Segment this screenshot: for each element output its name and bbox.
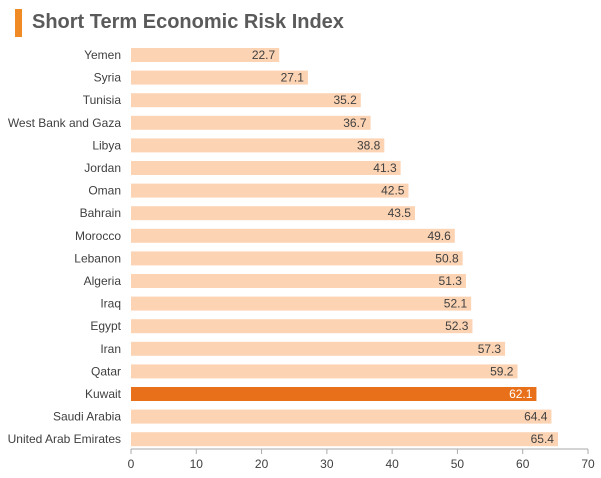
- data-label: 59.2: [490, 364, 514, 378]
- x-tick-label: 20: [255, 457, 269, 471]
- category-label: Oman: [88, 184, 121, 198]
- data-label: 52.3: [445, 319, 469, 333]
- x-tick-label: 30: [320, 457, 334, 471]
- data-label: 42.5: [381, 184, 405, 198]
- category-label: Iran: [100, 342, 121, 356]
- category-label: Egypt: [90, 319, 121, 333]
- bar-tunisia: [131, 93, 361, 108]
- data-label: 49.6: [427, 229, 451, 243]
- bar-kuwait: [131, 387, 537, 401]
- x-tick-label: 60: [516, 457, 530, 471]
- title-accent-bar: [15, 9, 22, 37]
- data-label: 65.4: [531, 432, 555, 446]
- chart-title: Short Term Economic Risk Index: [32, 11, 344, 33]
- data-label: 35.2: [333, 93, 357, 107]
- bar-iraq: [131, 296, 472, 311]
- category-label: Algeria: [84, 274, 122, 288]
- bar-saudi-arabia: [131, 409, 552, 424]
- category-labels: Yemen Syria Tunisia West Bank and Gaza Libya…: [8, 48, 122, 446]
- data-label: 52.1: [444, 297, 468, 311]
- bar-bahrain: [131, 206, 415, 221]
- x-tick-label: 70: [581, 457, 595, 471]
- value-labels: 22.7 27.1 35.2 36.7 38.8 41.3 42.5 43.5 49.6 50.8…: [252, 48, 554, 446]
- x-axis-ticks: 0 10 20 30 40 50 60 70: [128, 449, 595, 471]
- bar-west-bank-and-gaza: [131, 115, 371, 130]
- bar-egypt: [131, 319, 473, 334]
- category-label: Qatar: [91, 364, 121, 378]
- data-label: 57.3: [478, 342, 502, 356]
- bar-jordan: [131, 161, 401, 175]
- category-label: Jordan: [84, 161, 121, 175]
- bars-group: [131, 48, 558, 447]
- data-label: 43.5: [388, 206, 412, 220]
- category-label: Syria: [94, 71, 122, 85]
- category-label: Morocco: [75, 229, 121, 243]
- x-tick-label: 0: [128, 457, 135, 471]
- category-label: Yemen: [84, 48, 121, 62]
- bar-qatar: [131, 364, 518, 379]
- category-label: Iraq: [100, 297, 121, 311]
- bar-libya: [131, 138, 385, 153]
- bar-algeria: [131, 274, 466, 288]
- x-tick-label: 50: [451, 457, 465, 471]
- data-label: 51.3: [439, 274, 463, 288]
- bar-united-arab-emirates: [131, 432, 558, 447]
- category-label: United Arab Emirates: [8, 432, 121, 446]
- data-label: 41.3: [373, 161, 397, 175]
- category-label: Saudi Arabia: [53, 410, 121, 424]
- data-label: 38.8: [357, 138, 381, 152]
- data-label: 50.8: [435, 251, 459, 265]
- data-label: 64.4: [524, 410, 548, 424]
- category-label: West Bank and Gaza: [8, 116, 122, 130]
- category-label: Kuwait: [85, 387, 122, 401]
- category-label: Bahrain: [80, 206, 121, 220]
- x-tick-label: 40: [385, 457, 399, 471]
- data-label: 62.1: [509, 387, 533, 401]
- category-label: Tunisia: [83, 93, 122, 107]
- data-label: 27.1: [281, 71, 305, 85]
- category-label: Libya: [92, 138, 121, 152]
- category-label: Lebanon: [74, 251, 121, 265]
- data-label: 36.7: [343, 116, 367, 130]
- bar-oman: [131, 183, 409, 198]
- bar-yemen: [131, 48, 280, 62]
- bar-morocco: [131, 228, 455, 243]
- bar-iran: [131, 341, 506, 356]
- data-label: 22.7: [252, 48, 276, 62]
- x-tick-label: 10: [190, 457, 204, 471]
- bar-syria: [131, 70, 308, 85]
- bar-lebanon: [131, 251, 463, 266]
